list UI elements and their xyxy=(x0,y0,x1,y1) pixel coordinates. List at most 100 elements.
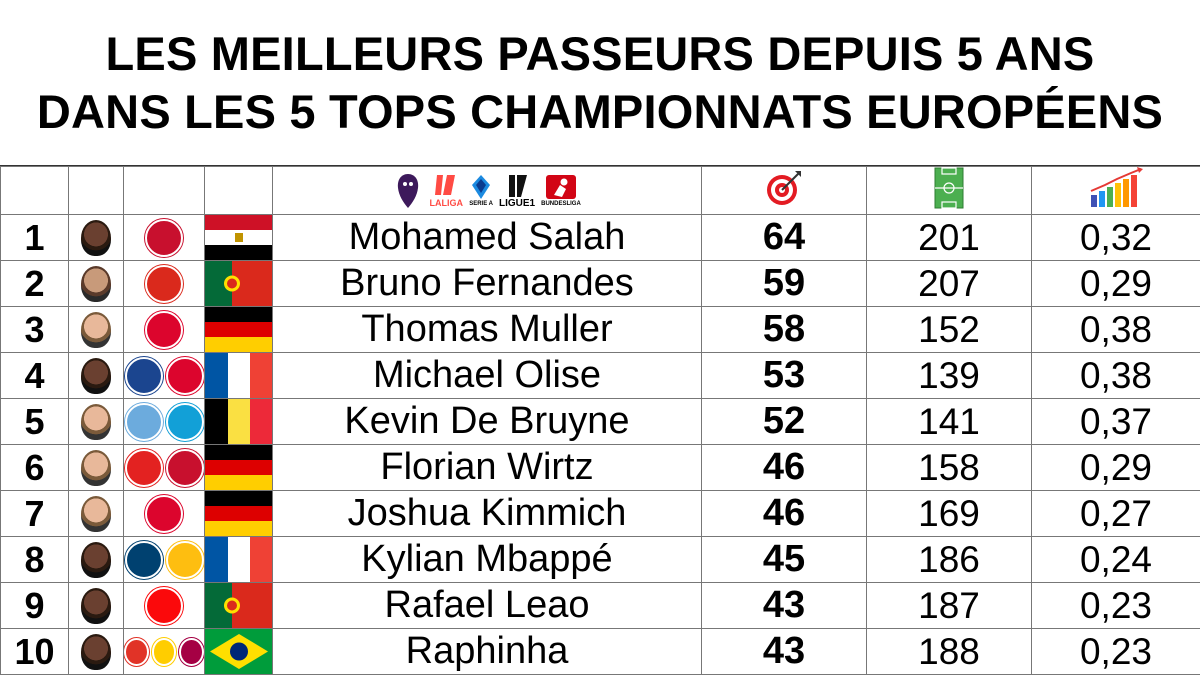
matches-value: 201 xyxy=(866,214,1032,261)
leeds-crest-icon xyxy=(151,637,177,666)
matches-value: 188 xyxy=(866,628,1032,675)
matches-value: 207 xyxy=(866,260,1032,307)
rank-cell: 4 xyxy=(0,352,69,399)
rank-cell: 1 xyxy=(0,214,69,261)
ligue1-icon xyxy=(509,174,528,197)
club-cell xyxy=(123,260,205,307)
photo-cell xyxy=(68,628,124,675)
assists-value: 52 xyxy=(701,398,867,445)
bar-chart-icon xyxy=(1090,167,1143,207)
player-name: Florian Wirtz xyxy=(272,444,702,491)
title-box: LES MEILLEURS PASSEURS DEPUIS 5 ANS DANS… xyxy=(0,0,1200,166)
flag-cell xyxy=(204,628,273,675)
club-cell xyxy=(123,398,205,445)
ratio-value: 0,32 xyxy=(1031,214,1200,261)
club-cell xyxy=(123,352,205,399)
barcelona-crest-icon xyxy=(179,637,204,666)
real-madrid-crest-icon xyxy=(165,540,204,579)
matches-value: 158 xyxy=(866,444,1032,491)
bundesliga-icon xyxy=(545,175,576,199)
bayern-crest-icon xyxy=(165,356,204,395)
assists-value: 58 xyxy=(701,306,867,353)
table-row: 6 Florian Wirtz 46 158 0,29 xyxy=(0,444,1200,491)
assists-value: 46 xyxy=(701,490,867,537)
germany-flag-icon xyxy=(205,307,272,352)
rank-cell: 2 xyxy=(0,260,69,307)
rank-cell: 5 xyxy=(0,398,69,445)
brazil-flag-icon xyxy=(205,629,272,674)
serie-a-label: SERIE A xyxy=(469,201,493,207)
photo-cell xyxy=(68,352,124,399)
title-line-1: LES MEILLEURS PASSEURS DEPUIS 5 ANS xyxy=(105,26,1095,80)
ratio-value: 0,38 xyxy=(1031,306,1200,353)
club-cell xyxy=(123,582,205,629)
assists-value: 59 xyxy=(701,260,867,307)
club-cell xyxy=(123,214,205,261)
flag-cell xyxy=(204,306,273,353)
player-avatar xyxy=(81,449,111,486)
ratio-value: 0,23 xyxy=(1031,582,1200,629)
matches-value: 186 xyxy=(866,536,1032,583)
photo-cell xyxy=(68,444,124,491)
table-row: 9 Rafael Leao 43 187 0,23 xyxy=(0,582,1200,629)
ratio-value: 0,27 xyxy=(1031,490,1200,537)
player-name: Kylian Mbappé xyxy=(272,536,702,583)
table-row: 4 Michael Olise 53 139 0,38 xyxy=(0,352,1200,399)
club-cell xyxy=(123,444,205,491)
bundesliga-label: BUNDESLIGA xyxy=(541,201,581,207)
ratio-value: 0,24 xyxy=(1031,536,1200,583)
player-name: Mohamed Salah xyxy=(272,214,702,261)
portugal-flag-icon xyxy=(205,583,272,628)
flag-cell xyxy=(204,352,273,399)
ratio-value: 0,37 xyxy=(1031,398,1200,445)
club-cell xyxy=(123,306,205,353)
player-avatar xyxy=(81,219,111,256)
table-header-row: LALIGA SERIE A LIGUE1 xyxy=(0,166,1200,215)
pitch-icon xyxy=(934,167,964,209)
manchester-united-crest-icon xyxy=(145,264,183,303)
player-avatar xyxy=(81,633,111,670)
flag-cell xyxy=(204,260,273,307)
player-name: Michael Olise xyxy=(272,352,702,399)
table-row: 1 Mohamed Salah 64 201 0,32 xyxy=(0,214,1200,261)
rank-cell: 8 xyxy=(0,536,69,583)
player-avatar xyxy=(81,265,111,302)
laliga-label: LALIGA xyxy=(429,198,463,208)
liverpool-crest-icon xyxy=(145,218,183,257)
photo-cell xyxy=(68,260,124,307)
flag-cell xyxy=(204,214,273,261)
player-name: Joshua Kimmich xyxy=(272,490,702,537)
rennes-crest-icon xyxy=(124,637,149,666)
flag-cell xyxy=(204,582,273,629)
player-name: Kevin De Bruyne xyxy=(272,398,702,445)
photo-cell xyxy=(68,214,124,261)
manchester-city-crest-icon xyxy=(124,402,163,441)
assists-value: 53 xyxy=(701,352,867,399)
target-icon xyxy=(767,171,801,205)
ratio-value: 0,23 xyxy=(1031,628,1200,675)
ratio-value: 0,29 xyxy=(1031,260,1200,307)
rank-cell: 6 xyxy=(0,444,69,491)
table-row: 2 Bruno Fernandes 59 207 0,29 xyxy=(0,260,1200,307)
player-avatar xyxy=(81,495,111,532)
bayern-crest-icon xyxy=(145,310,183,349)
ligue1-label: LIGUE1 xyxy=(499,197,536,209)
assists-table: LALIGA SERIE A LIGUE1 xyxy=(0,166,1200,675)
header-assists-cell xyxy=(701,166,867,215)
table-row: 7 Joshua Kimmich 46 169 0,27 xyxy=(0,490,1200,537)
assists-value: 46 xyxy=(701,444,867,491)
header-flag-cell xyxy=(204,166,273,215)
header-photo-cell xyxy=(68,166,124,215)
photo-cell xyxy=(68,582,124,629)
liverpool-crest-icon xyxy=(165,448,204,487)
club-cell xyxy=(123,536,205,583)
ac-milan-crest-icon xyxy=(145,586,183,625)
laliga-icon xyxy=(435,175,456,195)
rank-cell: 10 xyxy=(0,628,69,675)
photo-cell xyxy=(68,490,124,537)
title-line-2: DANS LES 5 TOPS CHAMPIONNATS EUROPÉENS xyxy=(36,84,1164,138)
germany-flag-icon xyxy=(205,491,272,536)
ratio-value: 0,29 xyxy=(1031,444,1200,491)
assists-value: 64 xyxy=(701,214,867,261)
premier-league-icon xyxy=(398,173,419,208)
